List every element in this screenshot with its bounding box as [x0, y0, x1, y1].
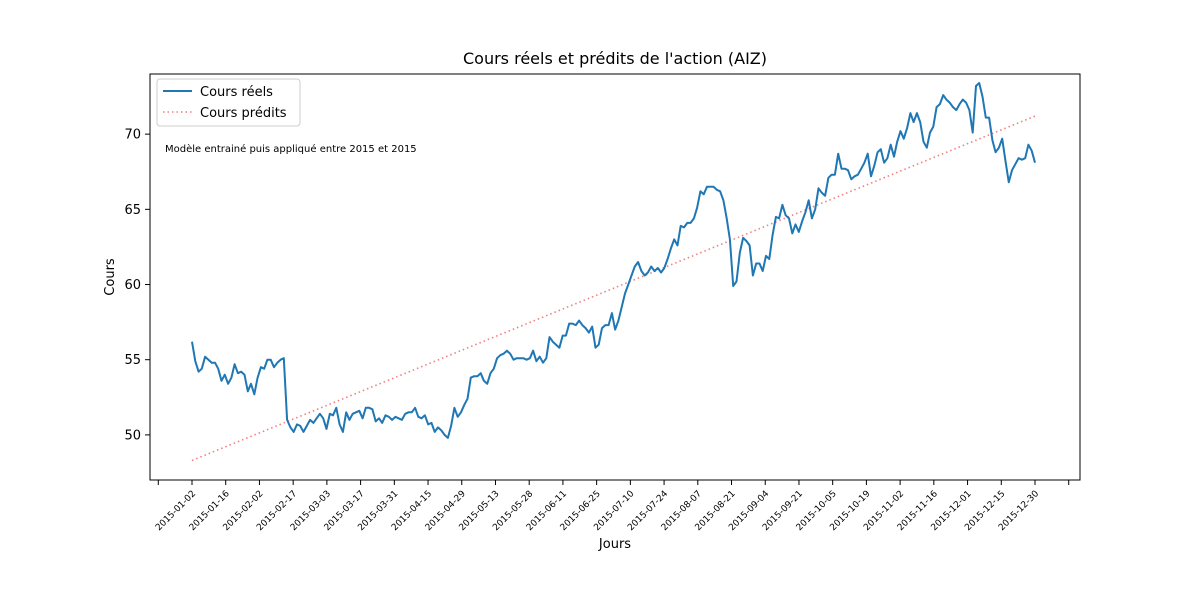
y-tick-label: 55 — [124, 353, 141, 368]
y-tick-label: 60 — [124, 278, 141, 293]
y-tick-label: 65 — [124, 203, 141, 218]
series-line-actual — [191, 82, 1036, 439]
y-tick-label: 50 — [124, 428, 141, 443]
legend-label-actual: Cours réels — [200, 85, 273, 100]
plot-frame — [149, 73, 1081, 481]
chart-title: Cours réels et prédits de l'action (AIZ) — [463, 49, 767, 68]
chart-annotation: Modèle entrainé puis appliqué entre 2015… — [165, 143, 417, 155]
legend-frame — [156, 78, 301, 127]
y-axis-ticks: 50 55 60 65 70 — [124, 128, 150, 443]
legend: Cours réels Cours prédits — [156, 78, 301, 127]
y-axis-label: Cours — [103, 258, 118, 296]
series-line-predicted — [191, 115, 1036, 462]
legend-label-predicted: Cours prédits — [200, 106, 287, 121]
y-tick-label: 70 — [124, 128, 141, 143]
plot-content — [191, 82, 1036, 462]
x-axis-label: Jours — [598, 537, 631, 552]
